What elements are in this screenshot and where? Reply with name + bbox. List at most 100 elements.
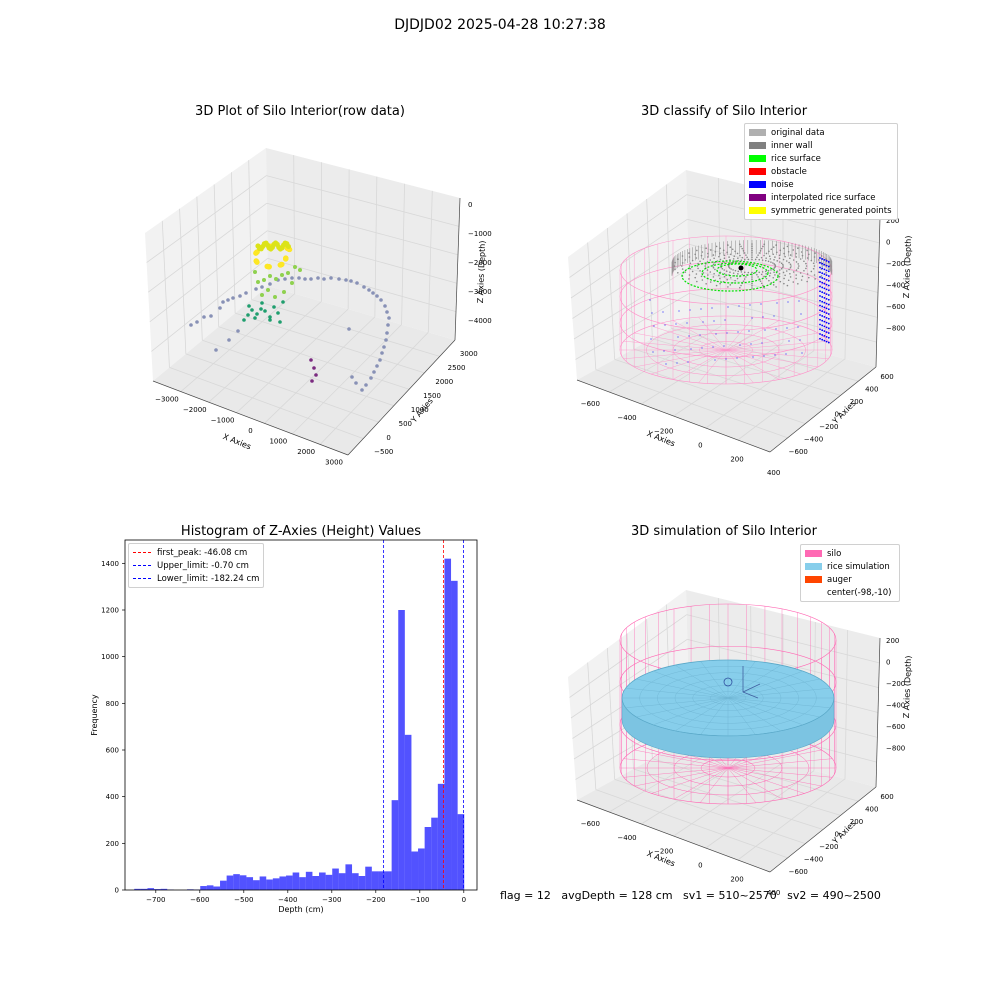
plot2-data-point — [805, 267, 807, 270]
plot2-data-point — [778, 269, 781, 271]
plot2-data-point — [764, 270, 767, 273]
plot1-x-tick-label: 1000 — [269, 438, 287, 446]
plot2-data-point — [751, 276, 753, 278]
plot2-data-point — [789, 272, 791, 275]
plot2-silo-spoke — [634, 349, 727, 368]
legend-item: rice simulation — [805, 560, 895, 573]
plot2-grid-line — [575, 292, 690, 360]
plot2-noise-point — [821, 286, 824, 289]
plot2-noise-point — [787, 301, 789, 303]
plot1-z-tick-label: −2000 — [468, 259, 492, 267]
plot1-grid-line — [236, 308, 349, 414]
plot2-noise-point — [699, 334, 701, 336]
plot2-noise-point — [736, 357, 738, 359]
histogram-x-tick-label: −600 — [190, 896, 209, 904]
plot2-noise-point — [825, 297, 828, 300]
plot1-data-point — [371, 291, 375, 295]
plot2-z-axis — [875, 217, 881, 368]
plot2-noise-point — [827, 275, 830, 277]
plot3-rice-mesh-spoke — [727, 670, 804, 699]
plot2-noise-point — [761, 342, 763, 344]
plot2-data-point — [765, 277, 768, 280]
plot2-data-point — [751, 271, 753, 274]
plot2-noise-point — [825, 274, 828, 276]
legend-item: first_peak: -46.08 cm — [133, 546, 259, 559]
plot2-noise-point — [727, 306, 729, 308]
plot1-data-point — [253, 316, 257, 320]
plot2-z-tick-label: −600 — [886, 303, 905, 311]
legend-swatch — [805, 550, 822, 557]
plot2-data-point — [747, 258, 750, 261]
plot2-noise-point — [827, 303, 830, 306]
plot2-silo-spoke — [623, 349, 727, 359]
plot2-y-tick-label: −400 — [804, 435, 823, 443]
plot2-y-tick-label: 600 — [880, 373, 893, 381]
plot3-silo-spoke — [623, 758, 729, 769]
plot2-noise-point — [664, 324, 666, 326]
plot2-noise-point — [825, 316, 828, 319]
plot3-y-tick-label: 0 — [835, 831, 839, 839]
histogram-bar — [385, 871, 392, 890]
plot1-z-tick-label: −1000 — [468, 230, 492, 238]
histogram-bar — [424, 827, 432, 890]
plot3-rice-mesh-spoke — [727, 697, 831, 709]
plot2-silo-spoke — [698, 317, 727, 351]
plot1-data-point — [259, 307, 263, 311]
plot2-noise-point — [760, 303, 762, 305]
plot2-data-point — [784, 255, 786, 258]
plot2-data-point — [778, 254, 781, 257]
plot2-data-point — [731, 248, 734, 251]
plot2-data-point — [782, 263, 784, 266]
plot2-data-point — [789, 263, 792, 266]
plot2-data-point — [695, 273, 698, 275]
legend-label: center(-98,-10) — [827, 587, 892, 598]
plot2-noise-point — [823, 320, 826, 323]
histogram-bar — [246, 877, 254, 890]
histogram-y-tick-label: 400 — [106, 793, 119, 801]
plot2-noise-point — [819, 309, 821, 312]
plot2-left-pane — [568, 170, 690, 380]
histogram-bar — [378, 871, 386, 890]
plot2-silo-spoke — [634, 332, 727, 351]
histogram-bar — [312, 876, 320, 890]
plot3-y-tick-label: −400 — [804, 855, 823, 863]
plot2-noise-point — [825, 312, 828, 314]
plot2-noise-point — [819, 266, 821, 269]
plot2-data-point — [782, 258, 785, 261]
plot1-left-pane — [145, 148, 268, 381]
plot2-noise-point — [823, 263, 826, 266]
plot2-data-point — [743, 258, 746, 261]
plot2-grid-line — [689, 292, 877, 343]
plot3-z-tick-label: −600 — [886, 723, 905, 731]
legend-label: auger — [827, 574, 852, 585]
plot2-silo-spoke — [725, 325, 802, 351]
plot2-noise-point — [825, 288, 828, 291]
plot2-data-point — [825, 271, 827, 274]
plot2-data-point — [754, 258, 757, 261]
plot2-noise-point — [821, 319, 824, 322]
plot2-noise-point — [714, 359, 716, 361]
plot2-data-point — [732, 258, 735, 260]
plot2-data-point — [795, 277, 797, 280]
plot3-y-tick-label: 400 — [865, 806, 878, 814]
plot2-noise-point — [677, 336, 679, 338]
plot1-data-point — [375, 294, 379, 298]
plot2-noise-point — [750, 343, 752, 345]
plot1-back-pane — [266, 148, 460, 340]
plot3-rice-mesh-spoke — [636, 678, 729, 699]
plot2-noise-point — [749, 304, 751, 306]
plot2-noise-point — [825, 331, 828, 333]
plot2-data-point — [740, 259, 743, 261]
plot2-data-point — [737, 270, 740, 273]
histogram-bar — [451, 580, 458, 890]
plot2-data-point — [747, 271, 750, 274]
plot1-data-point — [266, 288, 270, 292]
plot2-noise-point — [821, 338, 824, 341]
plot2-data-point — [807, 276, 810, 279]
plot2-noise-point — [739, 344, 741, 346]
plot2-data-point — [720, 266, 722, 269]
plot2-data-point — [743, 278, 746, 280]
plot2-data-point — [723, 275, 726, 278]
plot1-data-point — [274, 277, 278, 281]
plot2-data-point — [757, 276, 759, 278]
